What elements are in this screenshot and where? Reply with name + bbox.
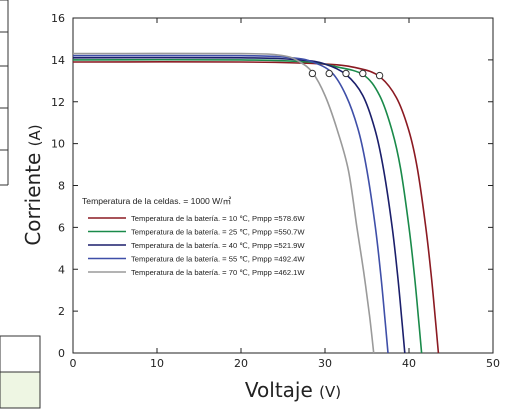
x-axis-title: Voltaje (V) — [245, 378, 341, 402]
x-tick-label: 20 — [234, 357, 248, 370]
y-tick-label: 0 — [58, 347, 65, 360]
series-line-3 — [72, 56, 406, 354]
series-line-2 — [72, 58, 423, 354]
legend: Temperatura de la celdas. = 1000 W/㎡ Tem… — [82, 196, 305, 277]
y-axis-unit: (A) — [26, 124, 44, 146]
legend-label-2: Temperatura de la batería. = 25 ℃, Pmpp … — [131, 228, 305, 237]
x-tick-label: 30 — [318, 357, 332, 370]
legend-title: Temperatura de la celdas. = 1000 W/㎡ — [82, 196, 232, 206]
y-tick-label: 12 — [51, 96, 65, 109]
mpp-marker-4 — [359, 69, 367, 78]
series-line-4 — [72, 54, 389, 354]
y-tick-label: 4 — [58, 263, 65, 276]
series-layer — [72, 52, 440, 354]
y-tick-label: 8 — [58, 180, 65, 193]
legend-label-4: Temperatura de la batería. = 55 ℃, Pmpp … — [131, 255, 305, 264]
cropped-table-fragment — [0, 0, 41, 409]
y-tick-label: 16 — [51, 12, 65, 25]
x-axis-unit: (V) — [319, 383, 341, 401]
y-tick-label: 2 — [58, 305, 65, 318]
legend-items: Temperatura de la batería. = 10 ℃, Pmpp … — [88, 214, 305, 277]
series-line-1 — [72, 61, 440, 354]
plot-area — [72, 17, 494, 354]
legend-label-3: Temperatura de la batería. = 40 ℃, Pmpp … — [131, 241, 305, 250]
y-axis-label: Corriente — [21, 153, 45, 246]
x-tick-label: 10 — [150, 357, 164, 370]
legend-label-1: Temperatura de la batería. = 10 ℃, Pmpp … — [131, 214, 305, 223]
legend-label-5: Temperatura de la batería. = 70 ℃, Pmpp … — [131, 268, 305, 277]
axis-ticks: 0 10 20 30 40 50 0 2 4 6 8 10 12 14 16 — [51, 12, 500, 370]
mpp-marker-5 — [375, 71, 384, 80]
y-tick-label: 10 — [51, 138, 65, 151]
x-tick-label: 40 — [402, 357, 416, 370]
mpp-markers — [308, 69, 384, 80]
y-tick-label: 6 — [58, 221, 65, 234]
mpp-marker-3 — [342, 69, 350, 78]
x-axis-label: Voltaje — [245, 378, 313, 402]
mpp-marker-1 — [308, 69, 317, 78]
x-tick-label: 50 — [486, 357, 500, 370]
mpp-marker-2 — [325, 69, 333, 78]
y-axis-title: Corriente (A) — [21, 124, 45, 245]
y-tick-label: 14 — [51, 54, 65, 67]
x-tick-label: 0 — [70, 357, 77, 370]
series-line-5 — [72, 52, 375, 354]
